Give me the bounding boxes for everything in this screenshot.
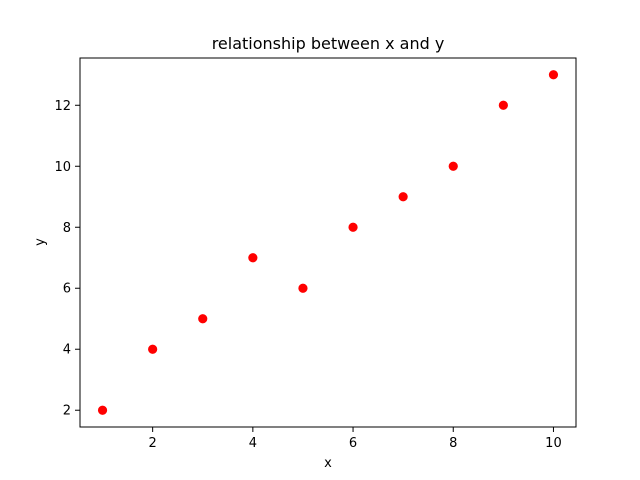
scatter-point xyxy=(548,70,559,80)
x-tick-label: 10 xyxy=(545,436,562,451)
scatter-point xyxy=(148,344,158,354)
x-axis-label: x xyxy=(324,456,332,471)
scatter-point xyxy=(498,100,508,110)
y-tick-label: 2 xyxy=(63,404,71,419)
y-tick-label: 6 xyxy=(63,282,71,297)
x-axis-ticks: 2 4 6 8 10 xyxy=(149,427,562,451)
scatter-points xyxy=(97,70,559,415)
scatter-point xyxy=(298,283,308,293)
scatter-point xyxy=(348,222,358,232)
y-tick-label: 8 xyxy=(63,221,71,236)
scatter-point xyxy=(398,192,408,202)
scatter-point xyxy=(97,405,108,415)
y-tick-label: 4 xyxy=(63,343,71,358)
plot-area xyxy=(79,57,577,428)
scatter-point xyxy=(448,161,458,171)
chart-title: relationship between x and y xyxy=(212,34,445,53)
y-tick-label: 12 xyxy=(54,99,71,114)
x-tick-label: 2 xyxy=(149,436,157,451)
scatter-point xyxy=(198,314,208,324)
scatter-point xyxy=(248,253,258,263)
plot-frame xyxy=(79,57,577,428)
y-axis-label: y xyxy=(33,238,48,246)
x-tick-label: 8 xyxy=(449,436,457,451)
y-tick-label: 10 xyxy=(54,160,71,175)
x-tick-label: 6 xyxy=(349,436,357,451)
y-axis-ticks: 2 4 6 8 10 12 xyxy=(54,99,80,419)
x-tick-label: 4 xyxy=(249,436,257,451)
